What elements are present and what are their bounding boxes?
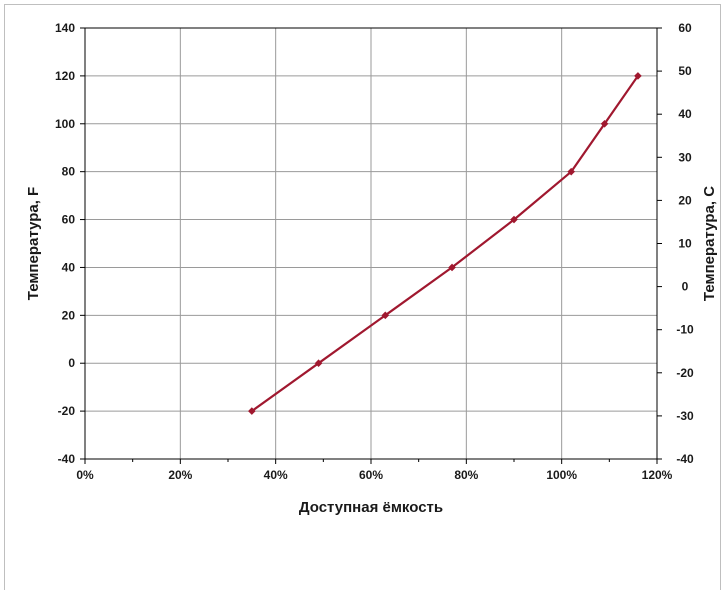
y-tick-label: 100 [55,117,75,131]
data-point [314,359,323,368]
data-point [634,72,642,80]
y-tick-label: -40 [58,452,76,466]
data-point [510,215,518,224]
x-tick-label: 100% [546,468,577,482]
y-tick-label: -20 [58,404,76,418]
data-point [248,407,256,415]
data-point [381,311,390,320]
data-point [448,263,456,272]
y2-tick-label: 60 [678,21,692,35]
y-tick-label: 140 [55,21,75,35]
x-tick-label: 40% [264,468,288,482]
y2-tick-label: -30 [676,409,694,423]
y-tick-label: 0 [68,356,75,370]
y2-tick-label: -40 [676,452,694,466]
x-tick-label: 120% [642,468,673,482]
y-tick-label: 20 [62,308,76,322]
y2-tick-label: 0 [682,280,689,294]
y2-tick-label: 20 [678,193,692,207]
y-tick-label: 60 [62,213,76,227]
y-tick-label: 40 [62,260,76,274]
x-tick-label: 60% [359,468,383,482]
y2-tick-label: -10 [676,323,694,337]
x-tick-label: 80% [454,468,478,482]
grid-lines [85,28,657,459]
data-point [567,167,575,176]
x-tick-label: 0% [76,468,94,482]
x-axis-title: Доступная ёмкость [299,499,443,516]
y2-tick-label: 50 [678,64,692,78]
y2-tick-label: 10 [678,237,692,251]
y-tick-label: 80 [62,165,76,179]
y2-tick-label: -20 [676,366,694,380]
y-tick-label: 120 [55,69,75,83]
series-group [248,72,642,415]
axis-ticks: 0% 20% 40% 60% 80% 100% 120%-40-20020406080100… [55,21,694,482]
y2-axis-title: Температура, C [701,186,718,301]
data-point [600,119,609,128]
chart-frame [4,4,721,590]
series-line [251,75,639,412]
y2-tick-label: 40 [678,107,692,121]
y-axis-title: Температура, F [25,187,42,300]
y2-tick-label: 30 [678,150,692,164]
x-tick-label: 20% [168,468,192,482]
